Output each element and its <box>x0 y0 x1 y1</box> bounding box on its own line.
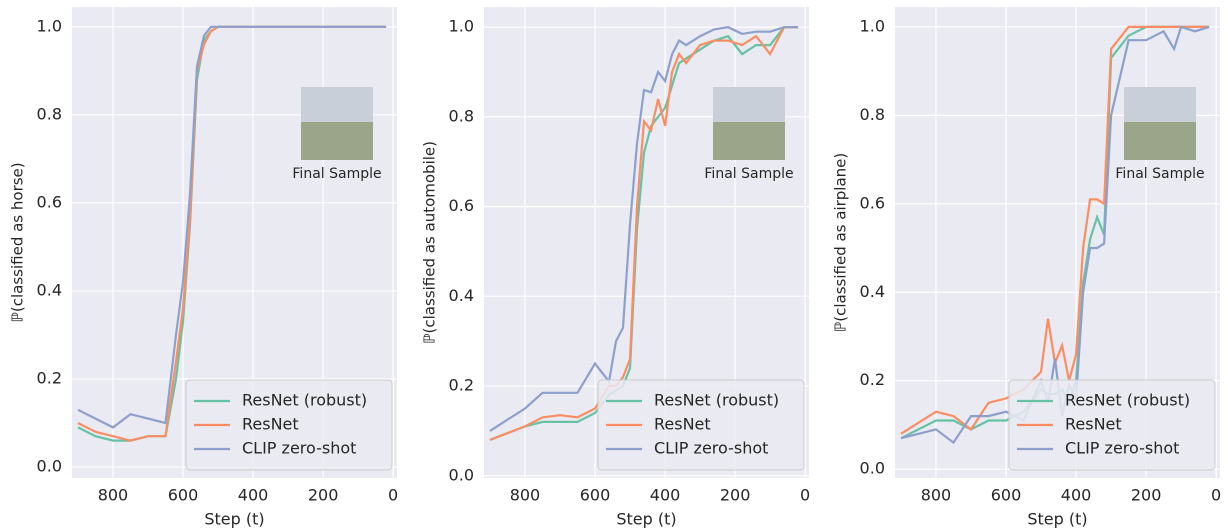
legend-box <box>1008 379 1216 471</box>
series-line <box>77 25 387 429</box>
y-tick-label: 0.0 <box>449 465 474 484</box>
annotation: Final Sample <box>292 166 381 182</box>
y-tick-label: 0.4 <box>860 282 885 301</box>
y-tick-label: 0.8 <box>860 105 885 124</box>
sample-image-sky <box>1124 87 1196 122</box>
y-tick-label: 1.0 <box>37 16 62 35</box>
legend-box <box>597 379 805 471</box>
x-tick-label: 0 <box>800 486 810 505</box>
y-tick-label: 0.2 <box>860 370 885 389</box>
series-line <box>489 26 799 432</box>
y-axis-label: ℙ(classified as automobile) <box>421 141 439 344</box>
x-tick-label: 200 <box>720 486 751 505</box>
legend-label: CLIP zero-shot <box>1065 439 1179 458</box>
x-tick-label: 800 <box>98 486 129 505</box>
x-tick-label: 600 <box>991 486 1022 505</box>
y-tick-label: 0.0 <box>37 456 62 475</box>
y-tick-label: 0.8 <box>449 106 474 125</box>
x-axis-label: Step (t) <box>204 510 264 529</box>
x-tick-label: 200 <box>1131 486 1162 505</box>
legend-label: ResNet <box>1065 415 1122 434</box>
y-axis-label: ℙ(classified as airplane) <box>832 153 850 333</box>
y-tick-label: 0.6 <box>449 196 474 215</box>
x-axis-label: Step (t) <box>616 510 676 529</box>
y-tick-label: 0.0 <box>860 459 885 478</box>
x-tick-label: 400 <box>650 486 681 505</box>
series-line <box>489 26 799 441</box>
y-axis-label: ℙ(classified as horse) <box>9 162 27 322</box>
y-tick-label: 1.0 <box>860 16 885 35</box>
x-tick-label: 800 <box>921 486 952 505</box>
series-line <box>489 26 799 441</box>
series-line <box>900 25 1210 435</box>
x-tick-label: 400 <box>1061 486 1092 505</box>
x-tick-label: 600 <box>580 486 611 505</box>
y-tick-label: 1.0 <box>449 17 474 36</box>
x-tick-label: 400 <box>238 486 269 505</box>
legend-label: CLIP zero-shot <box>654 439 768 458</box>
annotation: Final Sample <box>1115 166 1204 182</box>
legend-label: CLIP zero-shot <box>242 439 356 458</box>
legend-label: ResNet (robust) <box>654 391 779 410</box>
x-tick-label: 200 <box>308 486 339 505</box>
annotation: Final Sample <box>704 166 793 182</box>
x-tick-label: 0 <box>388 486 398 505</box>
legend-label: ResNet <box>654 415 711 434</box>
sample-image-sky <box>301 87 373 122</box>
y-tick-label: 0.6 <box>860 193 885 212</box>
x-tick-label: 600 <box>168 486 199 505</box>
legend-label: ResNet (robust) <box>242 391 367 410</box>
legend-label: ResNet <box>242 415 299 434</box>
y-tick-label: 0.6 <box>37 192 62 211</box>
x-axis-label: Step (t) <box>1027 510 1087 529</box>
sample-image-sky <box>713 87 785 122</box>
x-tick-label: 0 <box>1211 486 1221 505</box>
y-tick-label: 0.4 <box>37 280 62 299</box>
y-tick-label: 0.2 <box>37 368 62 387</box>
y-tick-label: 0.8 <box>37 104 62 123</box>
y-tick-label: 0.4 <box>449 286 474 305</box>
y-tick-label: 0.2 <box>449 376 474 395</box>
legend-box <box>185 379 393 471</box>
x-tick-label: 800 <box>510 486 541 505</box>
legend-label: ResNet (robust) <box>1065 391 1190 410</box>
